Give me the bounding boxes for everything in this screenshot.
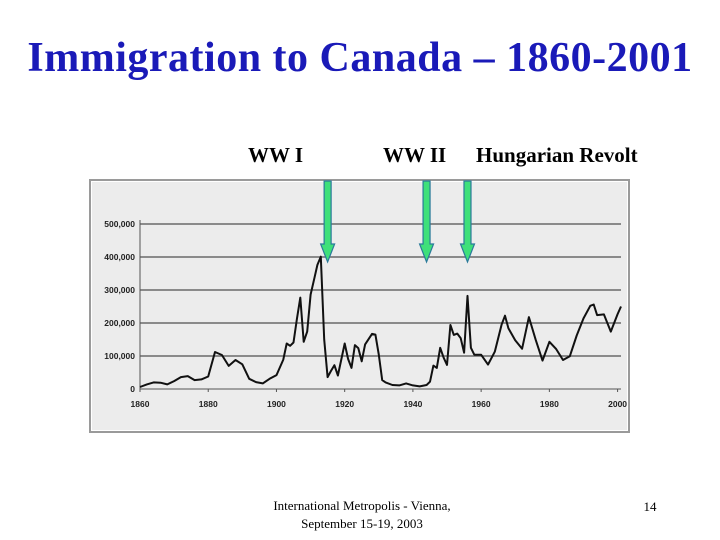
x-tick-label: 2000 <box>608 399 627 409</box>
hungarian-revolt-arrow <box>459 180 476 264</box>
x-tick-label: 1980 <box>540 399 559 409</box>
chart-plot-area <box>92 182 627 430</box>
y-tick-label: 100,000 <box>104 351 135 361</box>
x-tick-label: 1880 <box>199 399 218 409</box>
y-tick-label: 500,000 <box>104 219 135 229</box>
y-tick-label: 400,000 <box>104 252 135 262</box>
slide-title: Immigration to Canada – 1860-2001 <box>27 35 693 81</box>
hungarian-revolt-label: Hungarian Revolt <box>476 143 638 167</box>
y-tick-label: 200,000 <box>104 318 135 328</box>
y-tick-label: 0 <box>130 384 135 394</box>
ww2-arrow <box>418 180 435 264</box>
immigration-series-line <box>139 255 622 388</box>
ww1-label: WW I <box>248 143 304 167</box>
y-tick-label: 300,000 <box>104 285 135 295</box>
x-tick-label: 1920 <box>335 399 354 409</box>
ww1-arrow <box>319 180 336 264</box>
x-tick-label: 1860 <box>131 399 150 409</box>
ww2-label: WW II <box>383 143 447 167</box>
slide-number: 14 <box>643 499 657 514</box>
x-tick-label: 1940 <box>403 399 422 409</box>
x-tick-label: 1900 <box>267 399 286 409</box>
footer: International Metropolis - Vienna, Septe… <box>232 497 492 533</box>
footer-line-1: International Metropolis - Vienna, <box>273 498 451 513</box>
footer-line-2: September 15-19, 2003 <box>301 516 423 531</box>
x-tick-label: 1960 <box>472 399 491 409</box>
